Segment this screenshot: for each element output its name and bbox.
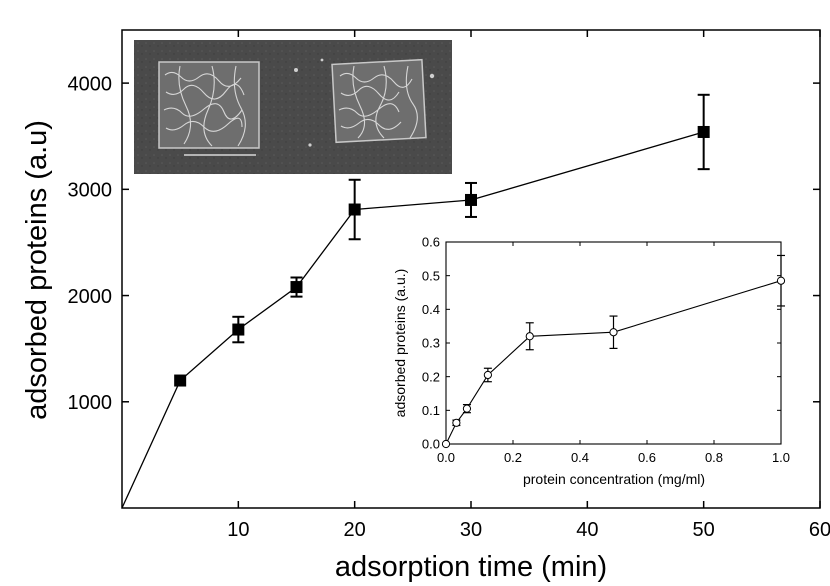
main-x-tick-label: 10 (227, 519, 249, 541)
inset-data-point (483, 370, 492, 380)
inset-x-axis-label: protein concentration (mg/ml) (523, 471, 705, 487)
cell-micrograph-image (134, 40, 452, 174)
inset-data-point (609, 328, 618, 337)
inset-x-tick-label: 0.8 (705, 450, 723, 465)
inset-y-tick-label: 0.3 (422, 336, 440, 351)
inset-x-tick-label: 0.2 (504, 450, 522, 465)
main-x-axis-label: adsorption time (min) (335, 551, 607, 583)
main-data-point (465, 193, 477, 206)
inset-x-tick-label: 0.0 (437, 450, 455, 465)
inset-data-point (441, 439, 451, 449)
main-y-tick-label: 3000 (68, 180, 113, 202)
inset-y-tick-label: 0.1 (422, 403, 440, 418)
main-data-point (232, 323, 245, 336)
main-data-point (348, 203, 361, 216)
main-x-tick-label: 40 (576, 519, 598, 541)
inset-series (441, 254, 786, 449)
main-y-axis-label: adsorbed proteins (a.u) (21, 120, 53, 420)
main-x-tick-label: 60 (809, 519, 830, 541)
main-series (121, 93, 710, 509)
main-x-tick-label: 30 (460, 519, 482, 541)
inset-axis-ticks: 0.0 0.2 0.4 0.6 0.8 1.0 0.0 0.1 0.2 0.3 0.4 0.5 0.6 (422, 235, 790, 465)
inset-y-axis-label: adsorbed proteins (a.u.) (392, 269, 408, 418)
inset-data-point (452, 418, 461, 427)
inset-data-point (462, 404, 472, 413)
main-x-tick-label: 50 (693, 519, 715, 541)
inset-y-tick-label: 0.2 (422, 369, 440, 384)
inset-x-tick-label: 1.0 (772, 450, 790, 465)
main-axis-ticks: 10 20 30 40 50 60 1000 2000 3000 4000 (68, 30, 830, 541)
main-data-point (697, 125, 710, 138)
inset-data-point (776, 276, 786, 285)
inset-data-point (525, 332, 534, 341)
main-y-tick-label: 2000 (68, 286, 113, 308)
main-data-point (290, 281, 303, 294)
main-y-tick-label: 4000 (68, 73, 113, 95)
inset-y-tick-label: 0.6 (422, 235, 440, 250)
inset-y-tick-label: 0.5 (422, 268, 440, 283)
inset-y-tick-label: 0.4 (422, 302, 440, 317)
main-x-tick-label: 20 (344, 519, 366, 541)
inset-x-tick-label: 0.4 (571, 450, 589, 465)
inset-x-tick-label: 0.6 (638, 450, 656, 465)
inset-y-tick-label: 0.0 (422, 437, 440, 452)
main-data-point (174, 374, 187, 387)
main-y-tick-label: 1000 (68, 392, 113, 414)
